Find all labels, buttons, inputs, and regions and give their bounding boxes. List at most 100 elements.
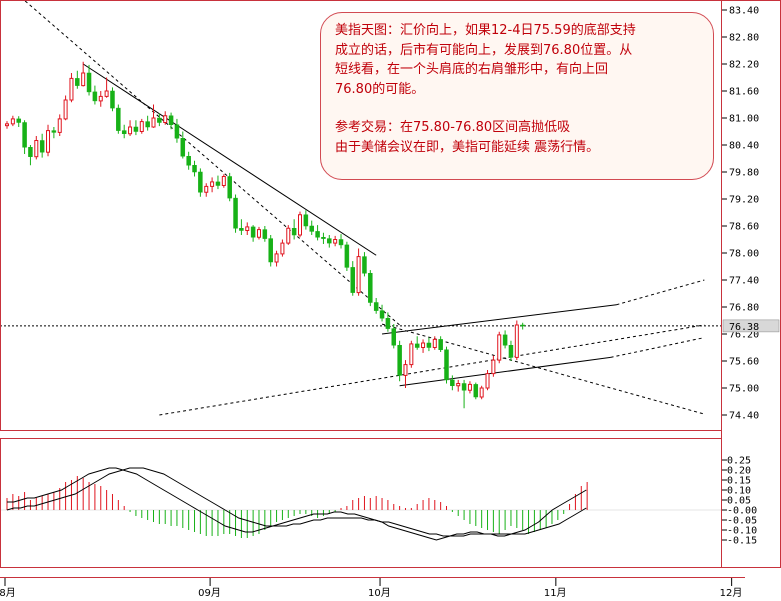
candle-up [204, 183, 209, 197]
macd-y-tick-label: -0.10 [727, 526, 757, 537]
candle-down [16, 116, 21, 127]
note-line-5: 参考交易：在75.80-76.80区间高抛低吸 [335, 120, 571, 135]
price-y-tick-label: 81.00 [729, 114, 759, 125]
candle-down [321, 232, 326, 244]
candle-body [98, 95, 103, 102]
candle-body [333, 239, 338, 244]
candle-body [28, 147, 33, 157]
candle-up [403, 360, 408, 388]
candle-down [291, 219, 297, 240]
candle-up [210, 177, 215, 193]
candle-body [92, 91, 98, 102]
candle-body [46, 130, 51, 153]
candle-body [356, 256, 361, 294]
candle-body [497, 334, 502, 361]
note-line-1: 美指天图：汇价向上，如果12-4日75.59的底部支持 [335, 23, 636, 38]
trendline-dashed [616, 279, 705, 306]
candle-up [356, 248, 361, 296]
candle-body [128, 126, 133, 135]
candle-down [426, 337, 432, 352]
candle-up [10, 115, 15, 127]
candle-down [198, 168, 203, 197]
current-price-marker [722, 319, 780, 333]
candle-body [274, 253, 279, 263]
candle-down [385, 312, 391, 332]
macd-y-tick-label: -0.05 [727, 516, 757, 527]
candle-body [139, 121, 144, 132]
candle-body [168, 115, 174, 125]
candle-body [414, 343, 420, 348]
candle-up [5, 121, 9, 129]
candle-up [34, 136, 39, 160]
candle-down [344, 241, 350, 271]
x-tick-label: 08月 [0, 587, 16, 599]
candle-down [338, 234, 344, 249]
candle-up [280, 239, 285, 257]
candle-body [338, 239, 344, 246]
candle-down [233, 194, 238, 233]
candle-up [333, 235, 338, 247]
candle-up [57, 114, 62, 136]
candle-body [22, 122, 27, 148]
candle-up [421, 339, 426, 353]
candle-up [485, 370, 490, 391]
price-y-tick-label: 76.80 [729, 303, 759, 314]
candle-down [502, 330, 508, 349]
candle-body [104, 90, 109, 97]
candle-down [268, 235, 273, 267]
candle-body [520, 324, 525, 327]
trendline-dashed [159, 324, 705, 416]
x-tick-label: 12月 [720, 587, 743, 599]
candle-up [286, 225, 291, 245]
candle-body [69, 77, 74, 101]
price-y-tick-label: 83.40 [729, 6, 759, 17]
candle-body [192, 165, 197, 173]
candle-up [479, 385, 484, 400]
candle-body [467, 383, 472, 391]
trendline-solid [381, 304, 617, 335]
price-panel: 83.40 82.80 82.20 81.60 81.00 80.40 79.80 79.20… [0, 0, 780, 422]
candle-body [262, 229, 268, 239]
candle-down [397, 340, 402, 382]
candle-body [502, 334, 508, 346]
candle-up [274, 250, 279, 267]
candle-down [157, 113, 162, 127]
x-tick-label: 11月 [544, 587, 567, 599]
candle-body [86, 72, 92, 93]
candle-down [186, 151, 191, 170]
candle-down [75, 70, 80, 89]
candle-body [16, 118, 21, 123]
candle-body [198, 171, 203, 193]
candle-body [245, 226, 250, 231]
candle-body [286, 227, 291, 244]
candle-body [421, 342, 426, 348]
candle-down [92, 85, 98, 105]
candle-body [81, 72, 86, 87]
candle-down [450, 375, 455, 391]
candle-down [121, 124, 127, 139]
candle-up [245, 222, 250, 235]
candle-body [51, 130, 57, 133]
candle-body [116, 107, 121, 131]
trendline-dashed [381, 323, 705, 415]
macd-y-tick-label: -0.00 [727, 506, 757, 517]
candle-body [397, 345, 402, 376]
candle-body [163, 115, 168, 123]
candle-body [514, 324, 519, 358]
candle-down [315, 225, 320, 241]
candle-body [350, 267, 355, 293]
candle-up [409, 340, 414, 368]
candle-body [221, 176, 226, 186]
price-y-tick-label: 78.00 [729, 249, 759, 260]
candle-body [473, 384, 479, 398]
candle-body [215, 181, 221, 186]
candle-up [497, 331, 502, 364]
candle-down [51, 127, 57, 139]
candle-body [57, 118, 62, 133]
candle-body [362, 256, 367, 274]
candle-up [63, 95, 68, 121]
candle-up [69, 73, 74, 103]
candle-body [444, 349, 449, 381]
candle-down [174, 118, 180, 143]
candle-body [151, 117, 156, 128]
